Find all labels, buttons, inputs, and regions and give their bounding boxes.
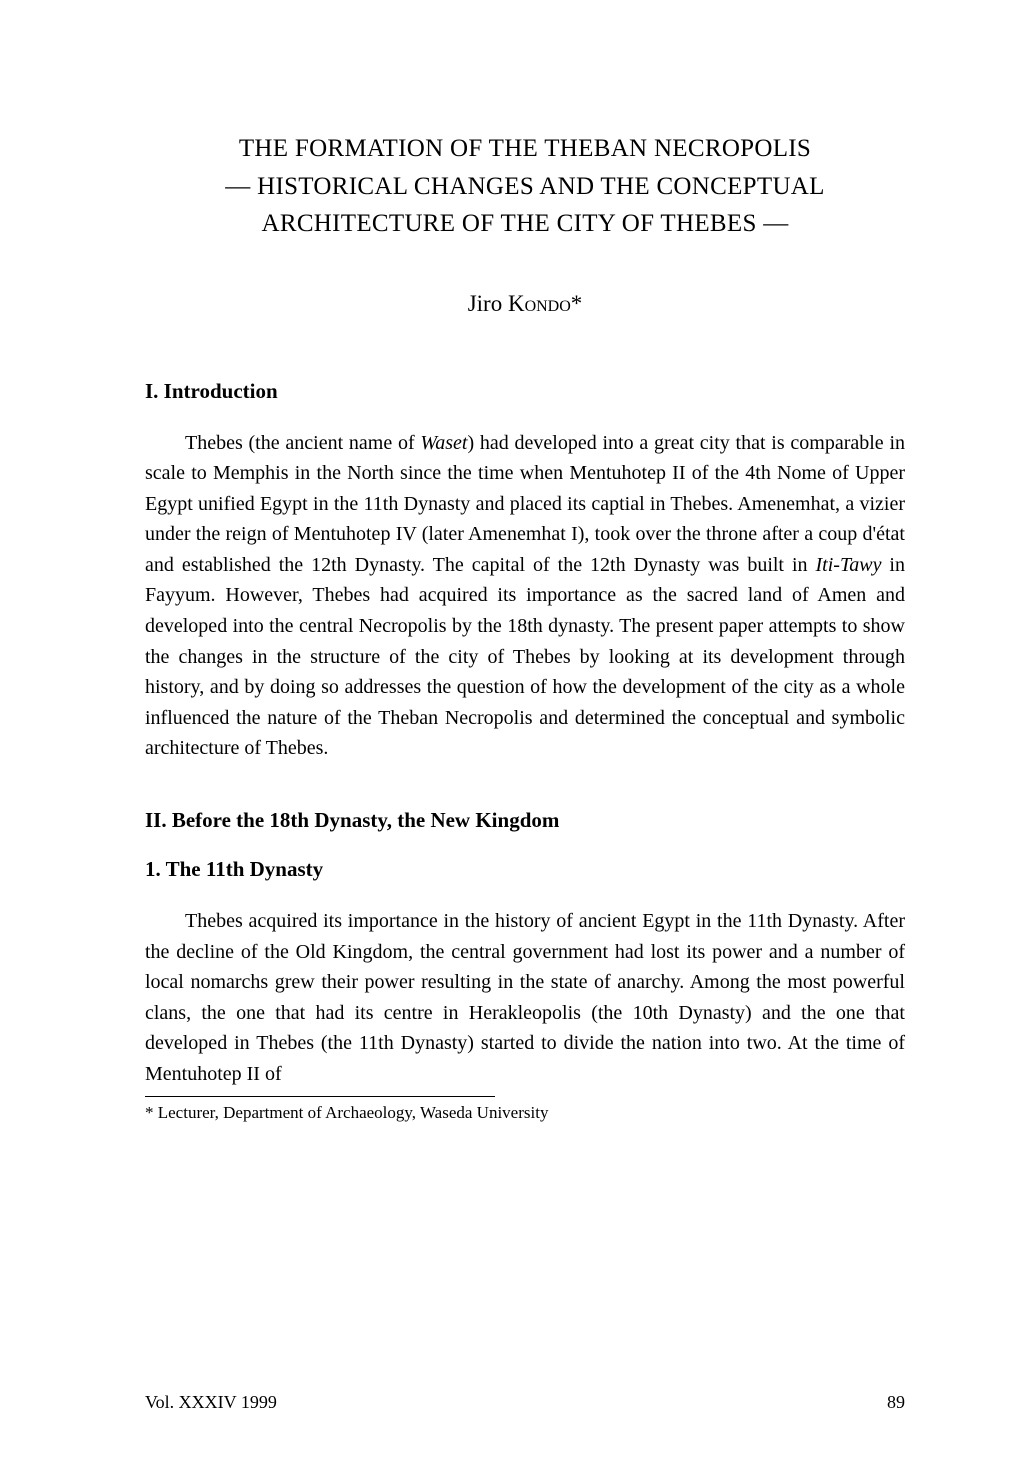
author-given: Jiro bbox=[468, 291, 508, 316]
intro-italic-waset: Waset bbox=[420, 432, 467, 454]
footnote-rule bbox=[145, 1096, 495, 1097]
intro-paragraph: Thebes (the ancient name of Waset) had d… bbox=[145, 428, 905, 765]
intro-text-1: Thebes (the ancient name of bbox=[185, 432, 420, 454]
footer-page-number: 89 bbox=[887, 1392, 905, 1413]
author-footnote-marker: * bbox=[571, 291, 583, 316]
title-line-2: — HISTORICAL CHANGES AND THE CONCEPTUAL bbox=[145, 168, 905, 206]
author-surname: Kondo bbox=[508, 291, 571, 316]
intro-text-3: in Fayyum. However, Thebes had acquired … bbox=[145, 554, 905, 760]
footer-volume: Vol. XXXIV 1999 bbox=[145, 1392, 277, 1413]
author-line: Jiro Kondo* bbox=[145, 291, 905, 317]
footnote-text: * Lecturer, Department of Archaeology, W… bbox=[145, 1101, 905, 1125]
page-footer: Vol. XXXIV 1999 89 bbox=[145, 1392, 905, 1413]
title-block: THE FORMATION OF THE THEBAN NECROPOLIS —… bbox=[145, 130, 905, 243]
intro-italic-ititawy: Iti-Tawy bbox=[816, 554, 882, 576]
eleventh-dynasty-paragraph: Thebes acquired its importance in the hi… bbox=[145, 906, 905, 1090]
section-heading-before-18th: II. Before the 18th Dynasty, the New Kin… bbox=[145, 808, 905, 833]
section-heading-introduction: I. Introduction bbox=[145, 379, 905, 404]
title-line-1: THE FORMATION OF THE THEBAN NECROPOLIS bbox=[145, 130, 905, 168]
title-line-3: ARCHITECTURE OF THE CITY OF THEBES — bbox=[145, 205, 905, 243]
subsection-heading-11th-dynasty: 1. The 11th Dynasty bbox=[145, 857, 905, 882]
